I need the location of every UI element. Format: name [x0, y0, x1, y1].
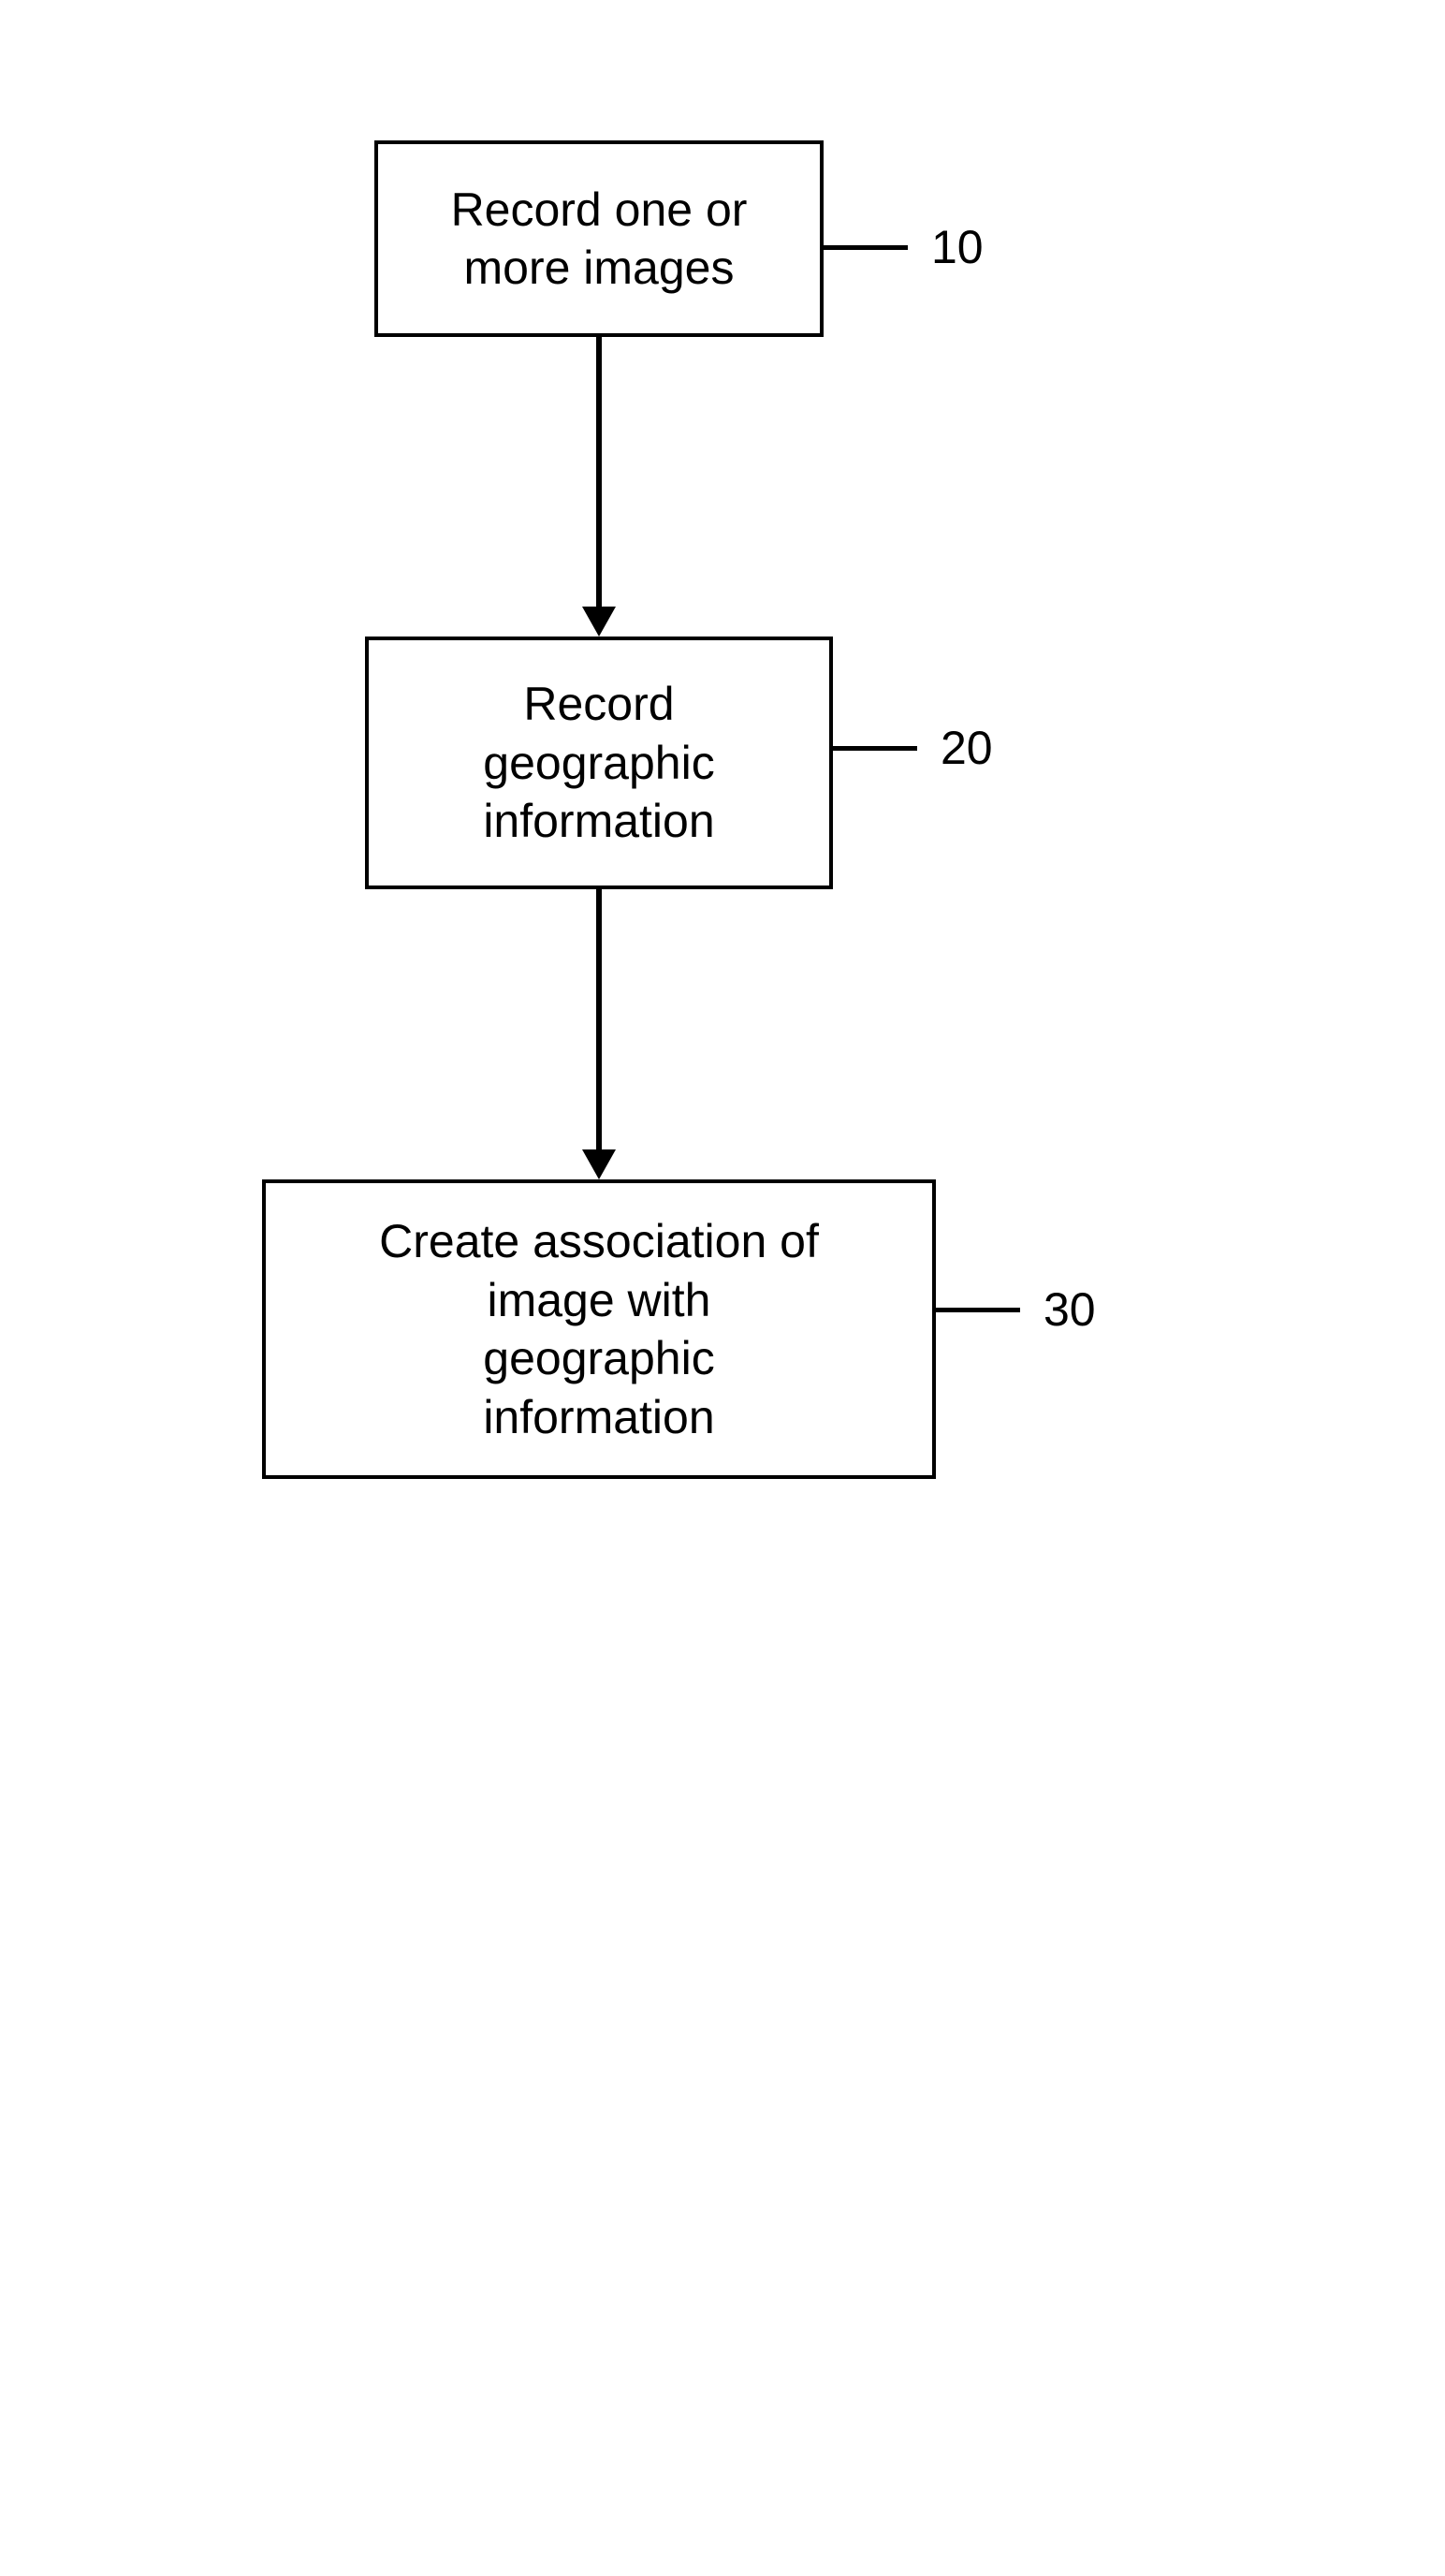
flowchart-edge-2-3-line [596, 889, 602, 1151]
flowchart-node-create-association: Create association of image with geograp… [262, 1179, 936, 1479]
flowchart-edge-1-2-head [582, 607, 616, 637]
flowchart-label-30: 30 [936, 1282, 1096, 1337]
flowchart-edge-2-3-head [582, 1149, 616, 1179]
flowchart-node-record-geographic: Record geographic information [365, 637, 833, 889]
node-text: Record geographic information [483, 675, 714, 851]
label-connector-line [824, 245, 908, 250]
node-text: Create association of image with geograp… [379, 1212, 819, 1446]
flowchart-label-10: 10 [824, 220, 984, 274]
flowchart-node-record-images: Record one or more images [374, 140, 824, 337]
label-connector-line [936, 1308, 1020, 1312]
label-text: 20 [941, 721, 993, 775]
label-text: 30 [1044, 1282, 1096, 1337]
flowchart-label-20: 20 [833, 721, 993, 775]
flowchart-edge-1-2-line [596, 337, 602, 608]
label-text: 10 [931, 220, 984, 274]
node-text: Record one or more images [451, 181, 748, 298]
label-connector-line [833, 746, 917, 751]
